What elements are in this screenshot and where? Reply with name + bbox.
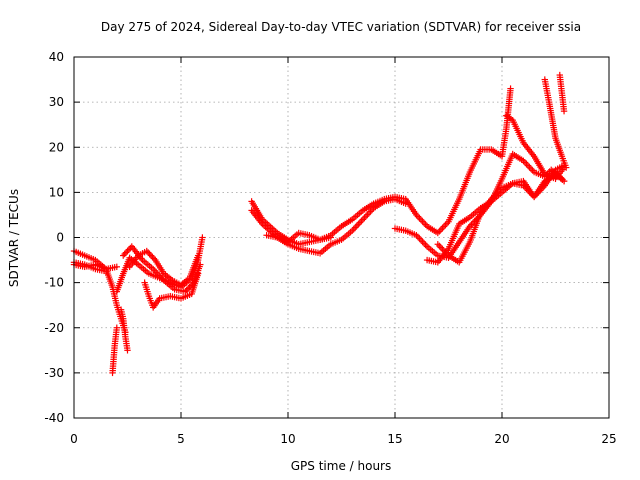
data-point-marker bbox=[350, 225, 357, 233]
data-point-marker bbox=[120, 252, 127, 259]
x-tick-label: 0 bbox=[70, 432, 78, 446]
x-tick-label: 20 bbox=[494, 432, 509, 446]
y-tick-label: -10 bbox=[44, 276, 64, 290]
data-point-marker bbox=[125, 246, 133, 253]
data-point-marker bbox=[526, 164, 533, 171]
data-point-marker bbox=[109, 369, 116, 377]
x-tick-label: 5 bbox=[177, 432, 185, 446]
data-point-marker bbox=[419, 238, 426, 245]
data-point-marker bbox=[416, 235, 423, 242]
axis-ticks: 0 5 10 15 20 25 -40 -30 -20 -10 0 10 20 30 40 bbox=[44, 50, 616, 446]
data-point-marker bbox=[356, 219, 364, 226]
data-point-marker bbox=[149, 253, 156, 261]
data-point-marker bbox=[122, 249, 130, 256]
data-point-marker bbox=[523, 160, 530, 168]
data-point-marker bbox=[563, 164, 570, 171]
data-point-marker bbox=[422, 241, 429, 249]
data-point-marker bbox=[417, 236, 425, 244]
x-tick-label: 15 bbox=[387, 432, 402, 446]
data-point-marker bbox=[527, 165, 535, 173]
data-point-marker bbox=[439, 224, 446, 232]
y-tick-label: -40 bbox=[44, 411, 64, 425]
data-point-marker bbox=[113, 263, 120, 271]
data-point-marker bbox=[524, 162, 532, 169]
data-point-marker bbox=[560, 177, 568, 185]
y-axis-label: SDTVAR / TECUs bbox=[7, 189, 21, 287]
x-axis-label: GPS time / hours bbox=[291, 459, 392, 473]
data-point-marker bbox=[507, 85, 514, 92]
x-tick-label: 25 bbox=[601, 432, 616, 446]
data-point-marker bbox=[436, 242, 443, 250]
data-point-marker bbox=[194, 252, 202, 259]
y-tick-label: 10 bbox=[49, 185, 64, 199]
data-point-marker bbox=[352, 224, 359, 231]
data-point-marker bbox=[124, 347, 131, 354]
data-point-marker bbox=[437, 244, 445, 251]
data-point-marker bbox=[417, 216, 425, 223]
y-tick-label: 0 bbox=[56, 231, 64, 245]
data-points bbox=[70, 71, 570, 377]
data-point-marker bbox=[147, 252, 155, 259]
data-point-marker bbox=[327, 234, 334, 241]
y-tick-label: 30 bbox=[49, 95, 64, 109]
data-point-marker bbox=[183, 286, 190, 294]
data-point-marker bbox=[186, 283, 193, 291]
data-point-marker bbox=[184, 285, 192, 292]
data-point-marker bbox=[361, 214, 368, 222]
data-point-marker bbox=[199, 234, 206, 241]
data-point-marker bbox=[355, 221, 362, 228]
data-point-marker bbox=[358, 217, 365, 225]
y-tick-label: -20 bbox=[44, 321, 64, 335]
data-point-marker bbox=[143, 247, 150, 255]
data-point-marker bbox=[362, 213, 370, 220]
chart-title: Day 275 of 2024, Sidereal Day-to-day VTE… bbox=[101, 20, 581, 34]
data-point-marker bbox=[102, 268, 110, 275]
data-point-marker bbox=[436, 228, 443, 235]
data-point-marker bbox=[420, 240, 428, 247]
data-point-marker bbox=[144, 249, 152, 256]
data-point-marker bbox=[419, 218, 426, 225]
data-point-marker bbox=[359, 216, 367, 223]
data-point-marker bbox=[440, 223, 448, 230]
data-point-marker bbox=[124, 247, 131, 255]
data-point-marker bbox=[416, 214, 423, 222]
x-tick-label: 10 bbox=[280, 432, 295, 446]
y-tick-label: 20 bbox=[49, 140, 64, 154]
data-point-marker bbox=[353, 222, 360, 230]
data-point-marker bbox=[194, 270, 202, 277]
y-tick-label: 40 bbox=[49, 50, 64, 64]
data-point-marker bbox=[197, 261, 204, 268]
data-point-marker bbox=[121, 250, 128, 258]
data-point-marker bbox=[151, 267, 158, 274]
data-point-marker bbox=[150, 255, 158, 262]
y-tick-label: -30 bbox=[44, 366, 64, 380]
data-point-marker bbox=[560, 107, 568, 115]
data-point-marker bbox=[146, 250, 153, 258]
data-point-marker bbox=[434, 241, 441, 248]
data-point-marker bbox=[402, 200, 409, 207]
data-point-marker bbox=[420, 219, 428, 227]
data-point-marker bbox=[442, 221, 449, 229]
